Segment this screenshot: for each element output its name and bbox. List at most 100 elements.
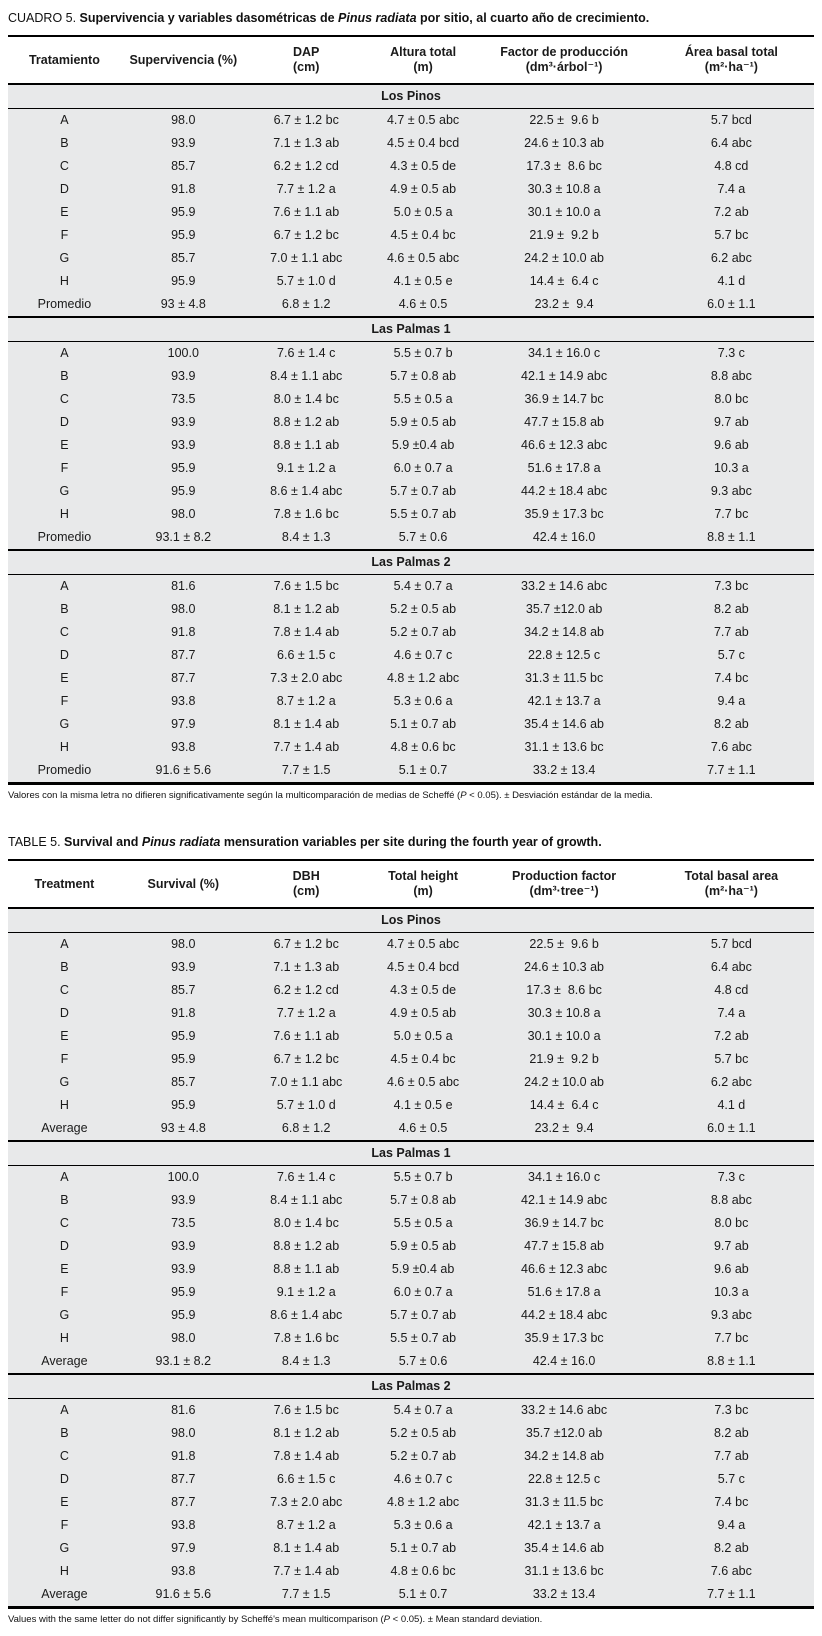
value-cell: 98.0 [120, 503, 246, 526]
value-cell: 8.1 ± 1.2 ab [245, 1422, 367, 1445]
value-cell: 95.9 [120, 457, 246, 480]
value-cell: 8.8 ± 1.2 ab [245, 1235, 367, 1258]
value-cell: 5.2 ± 0.7 ab [366, 1445, 480, 1468]
value-cell: 7.7 bc [648, 1327, 814, 1350]
site-section-row: Las Palmas 2 [8, 549, 814, 575]
table-row: E 87.7 7.3 ± 2.0 abc 4.8 ± 1.2 abc 31.3 ± 11… [8, 667, 814, 690]
treatment-cell: D [8, 411, 121, 434]
treatment-cell: E [8, 1491, 121, 1514]
value-cell: 22.8 ± 12.5 c [479, 644, 649, 667]
value-cell: 93.9 [120, 132, 246, 155]
value-cell: 98.0 [120, 598, 246, 621]
value-cell: 42.1 ± 13.7 a [479, 1514, 649, 1537]
value-cell: 8.4 ± 1.3 [245, 1350, 367, 1374]
table-row: H 98.0 7.8 ± 1.6 bc 5.5 ± 0.7 ab 35.9 ± 17.3… [8, 1327, 814, 1350]
table-row: C 85.7 6.2 ± 1.2 cd 4.3 ± 0.5 de 17.3 ± 8.6 … [8, 155, 814, 178]
table-row: A 98.0 6.7 ± 1.2 bc 4.7 ± 0.5 abc 22.5 ± 9.6… [8, 932, 814, 956]
value-cell: 35.9 ± 17.3 bc [479, 1327, 649, 1350]
value-cell: 85.7 [120, 979, 246, 1002]
value-cell: 31.1 ± 13.6 bc [479, 736, 649, 759]
value-cell: 7.6 ± 1.4 c [245, 341, 367, 365]
table-row: D 93.9 8.8 ± 1.2 ab 5.9 ± 0.5 ab 47.7 ± 15.8… [8, 411, 814, 434]
table-row: H 98.0 7.8 ± 1.6 bc 5.5 ± 0.7 ab 35.9 ± 17.3… [8, 503, 814, 526]
value-cell: 4.8 ± 0.6 bc [366, 1560, 480, 1583]
treatment-cell: H [8, 1327, 121, 1350]
value-cell: 8.4 ± 1.1 abc [245, 365, 367, 388]
caption-text: Survival and [60, 835, 142, 849]
table-row: B 93.9 8.4 ± 1.1 abc 5.7 ± 0.8 ab 42.1 ± 14.… [8, 1189, 814, 1212]
value-cell: 5.7 c [648, 644, 814, 667]
caption-label: TABLE 5. [8, 835, 61, 849]
value-cell: 9.3 abc [648, 480, 814, 503]
value-cell: 6.0 ± 0.7 a [366, 457, 480, 480]
value-cell: 7.1 ± 1.3 ab [245, 132, 367, 155]
value-cell: 4.6 ± 0.5 [366, 293, 480, 317]
survival-table-english: Treatment Survival (%) DBH (cm) Total hei… [8, 859, 814, 1609]
caption-species-name: Pinus radiata [141, 835, 221, 849]
value-cell: 93.1 ± 8.2 [120, 1350, 246, 1374]
value-cell: 47.7 ± 15.8 ab [479, 411, 649, 434]
value-cell: 4.6 ± 0.5 abc [366, 247, 480, 270]
value-cell: 7.1 ± 1.3 ab [245, 956, 367, 979]
treatment-cell: G [8, 1537, 121, 1560]
value-cell: 8.2 ab [648, 713, 814, 736]
table-footnote-spanish: Valores con la misma letra no difieren s… [8, 790, 653, 801]
site-section-row: Los Pinos [8, 907, 814, 933]
value-cell: 95.9 [120, 1094, 246, 1117]
table-row: G 97.9 8.1 ± 1.4 ab 5.1 ± 0.7 ab 35.4 ± 14.6… [8, 1537, 814, 1560]
value-cell: 4.8 ± 1.2 abc [366, 667, 480, 690]
value-cell: 91.8 [120, 1002, 246, 1025]
table-row: E 87.7 7.3 ± 2.0 abc 4.8 ± 1.2 abc 31.3 ± 11… [8, 1491, 814, 1514]
table-row: F 95.9 9.1 ± 1.2 a 6.0 ± 0.7 a 51.6 ± 17.8 a… [8, 1281, 814, 1304]
value-cell: 4.7 ± 0.5 abc [366, 932, 480, 956]
table-row: B 93.9 7.1 ± 1.3 ab 4.5 ± 0.4 bcd 24.6 ± 10.… [8, 956, 814, 979]
value-cell: 33.2 ± 14.6 abc [479, 574, 649, 598]
value-cell: 91.8 [120, 621, 246, 644]
value-cell: 5.5 ± 0.7 b [366, 1165, 480, 1189]
value-cell: 7.8 ± 1.4 ab [245, 621, 367, 644]
value-cell: 5.7 ± 0.7 ab [366, 1304, 480, 1327]
table-row: F 93.8 8.7 ± 1.2 a 5.3 ± 0.6 a 42.1 ± 13.7 a… [8, 1514, 814, 1537]
value-cell: 8.2 ab [648, 1537, 814, 1560]
value-cell: 95.9 [120, 480, 246, 503]
table-row: Average 91.6 ± 5.6 7.7 ± 1.5 5.1 ± 0.7 33.2 … [8, 1583, 814, 1608]
value-cell: 5.1 ± 0.7 [366, 1583, 480, 1608]
table-row: B 93.9 7.1 ± 1.3 ab 4.5 ± 0.4 bcd 24.6 ± 10.… [8, 132, 814, 155]
value-cell: 7.4 bc [648, 667, 814, 690]
treatment-cell: E [8, 1258, 121, 1281]
table-row: H 93.8 7.7 ± 1.4 ab 4.8 ± 0.6 bc 31.1 ± 13.6… [8, 736, 814, 759]
value-cell: 51.6 ± 17.8 a [479, 1281, 649, 1304]
table-row: C 73.5 8.0 ± 1.4 bc 5.5 ± 0.5 a 36.9 ± 14.7 … [8, 1212, 814, 1235]
value-cell: 5.5 ± 0.5 a [366, 388, 480, 411]
value-cell: 34.2 ± 14.8 ab [479, 621, 649, 644]
treatment-cell: B [8, 1422, 121, 1445]
value-cell: 4.8 ± 1.2 abc [366, 1491, 480, 1514]
value-cell: 6.6 ± 1.5 c [245, 644, 367, 667]
value-cell: 7.6 ± 1.1 ab [245, 1025, 367, 1048]
value-cell: 85.7 [120, 1071, 246, 1094]
value-cell: 8.8 ± 1.1 [648, 526, 814, 550]
value-cell: 36.9 ± 14.7 bc [479, 388, 649, 411]
value-cell: 5.7 bcd [648, 932, 814, 956]
value-cell: 97.9 [120, 713, 246, 736]
value-cell: 5.7 ± 1.0 d [245, 1094, 367, 1117]
value-cell: 9.6 ab [648, 434, 814, 457]
value-cell: 93.9 [120, 411, 246, 434]
english-table-block: TABLE 5. Survival and Pinus radiata mens… [8, 834, 814, 1626]
value-cell: 42.4 ± 16.0 [479, 526, 649, 550]
value-cell: 91.6 ± 5.6 [120, 759, 246, 784]
value-cell: 5.2 ± 0.5 ab [366, 1422, 480, 1445]
value-cell: 34.1 ± 16.0 c [479, 341, 649, 365]
treatment-cell: E [8, 667, 121, 690]
value-cell: 100.0 [120, 1165, 246, 1189]
value-cell: 4.8 cd [648, 155, 814, 178]
value-cell: 5.3 ± 0.6 a [366, 690, 480, 713]
value-cell: 93.9 [120, 365, 246, 388]
value-cell: 9.1 ± 1.2 a [245, 1281, 367, 1304]
value-cell: 6.2 abc [648, 1071, 814, 1094]
value-cell: 4.5 ± 0.4 bcd [366, 132, 480, 155]
treatment-cell: F [8, 1048, 121, 1071]
value-cell: 22.8 ± 12.5 c [479, 1468, 649, 1491]
value-cell: 93 ± 4.8 [120, 1117, 246, 1141]
value-cell: 5.5 ± 0.5 a [366, 1212, 480, 1235]
